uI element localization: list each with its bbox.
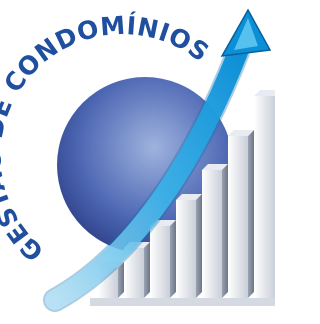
logo: GESTÃO DE CONDOMÍNIOS xyxy=(0,0,275,324)
page: {"title": "GESTÃO DE CONDOMÍNIOS"} xyxy=(0,0,275,324)
